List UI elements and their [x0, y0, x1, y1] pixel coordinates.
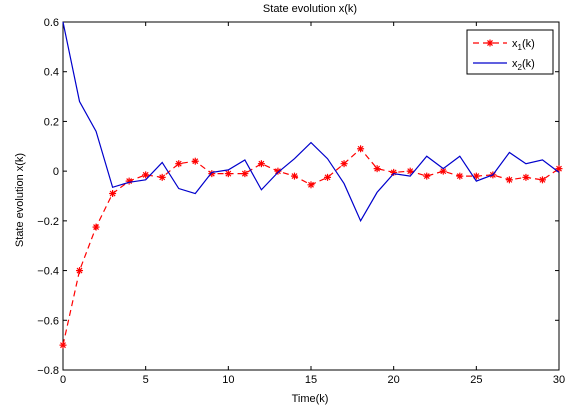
series-1-point — [191, 157, 199, 165]
y-tick-label: 0 — [53, 166, 59, 178]
y-tick-label: −0.2 — [37, 216, 59, 228]
x-tick-label: 20 — [388, 374, 400, 386]
series-1-point — [423, 172, 431, 180]
series-1-point — [439, 167, 447, 175]
x-axis: 0 5 10 15 20 25 30 — [60, 22, 565, 386]
series-1-point — [290, 172, 298, 180]
series-1-point — [274, 167, 282, 175]
series-1-point — [175, 160, 183, 168]
legend: x1(k) x2(k) — [466, 29, 554, 75]
y-axis-title: State evolution x(k) — [14, 153, 26, 247]
legend-marker-1 — [486, 39, 494, 47]
series-1-point — [390, 168, 398, 176]
series-1-point — [357, 145, 365, 153]
series-1-point — [456, 172, 464, 180]
y-axis: −0.8 −0.6 −0.4 −0.2 0 0.2 0.4 0.6 — [37, 17, 559, 377]
series-1-point — [158, 173, 166, 181]
legend-label-2: x2(k) — [512, 58, 535, 72]
x-axis-title: Time(k) — [292, 393, 329, 405]
plot-frame — [62, 21, 560, 371]
series-1-point — [472, 172, 480, 180]
x-tick-label: 5 — [143, 374, 149, 386]
series-1-point — [505, 176, 513, 184]
chart-title: State evolution x(k) — [263, 3, 357, 15]
series-1-point — [76, 267, 84, 275]
y-tick-label: 0.4 — [44, 67, 59, 79]
series-1 — [59, 145, 563, 349]
x-tick-label: 30 — [553, 374, 565, 386]
series-1-point — [241, 170, 249, 178]
y-tick-label: 0.2 — [44, 116, 59, 128]
series-1-point — [92, 223, 100, 231]
series-1-point — [142, 171, 150, 179]
y-tick-label: −0.6 — [37, 315, 59, 327]
x-tick-label: 15 — [305, 374, 317, 386]
series-1-point — [324, 173, 332, 181]
series-1-point — [307, 181, 315, 189]
y-tick-label: −0.4 — [37, 266, 59, 278]
legend-label-1: x1(k) — [512, 38, 535, 52]
series-2 — [62, 21, 560, 223]
y-tick-label: 0.6 — [44, 17, 59, 29]
series-2-line — [62, 21, 560, 223]
series-1-point — [406, 167, 414, 175]
x-tick-label: 0 — [60, 374, 66, 386]
series-1-point — [109, 190, 117, 198]
series-1-point — [555, 165, 563, 173]
series-1-point — [257, 160, 265, 168]
series-1-point — [373, 165, 381, 173]
series-1-point — [538, 176, 546, 184]
legend-box — [466, 29, 554, 75]
y-tick-label: −0.8 — [37, 365, 59, 377]
plot-area — [62, 21, 560, 371]
series-1-point — [224, 170, 232, 178]
series-layer — [59, 21, 563, 349]
x-tick-label: 10 — [222, 374, 234, 386]
x-tick-label: 25 — [470, 374, 482, 386]
series-1-point — [340, 160, 348, 168]
series-1-point — [522, 173, 530, 181]
series-1-point — [59, 341, 67, 349]
